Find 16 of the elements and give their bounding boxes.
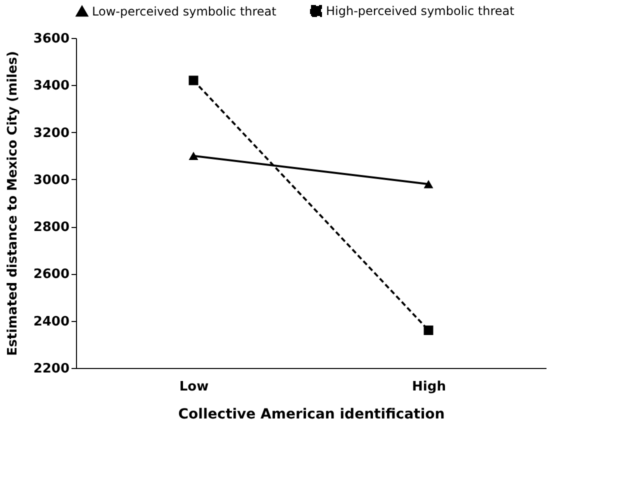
x-tick-label: High	[412, 380, 446, 394]
y-tick-label: 3600	[33, 32, 70, 46]
point	[188, 76, 198, 86]
legend-label: Low-perceived symbolic threat	[92, 4, 277, 18]
y-axis-title: Estimated distance to Mexico City (miles)	[5, 51, 20, 356]
y-tick-label: 3200	[33, 126, 70, 141]
y-tick-label: 3000	[33, 172, 70, 188]
y-tick-label: 3400	[33, 78, 70, 94]
y-tick-label: 2200	[33, 362, 70, 376]
x-axis-title: Collective American identification	[178, 406, 445, 422]
y-tick-label: 2600	[33, 267, 70, 282]
x-tick-label: Low	[179, 380, 209, 394]
legend-label: High-perceived symbolic threat	[326, 4, 515, 18]
y-tick-label: 2800	[33, 220, 70, 236]
point	[424, 326, 434, 336]
y-tick-label: 2400	[33, 314, 70, 330]
